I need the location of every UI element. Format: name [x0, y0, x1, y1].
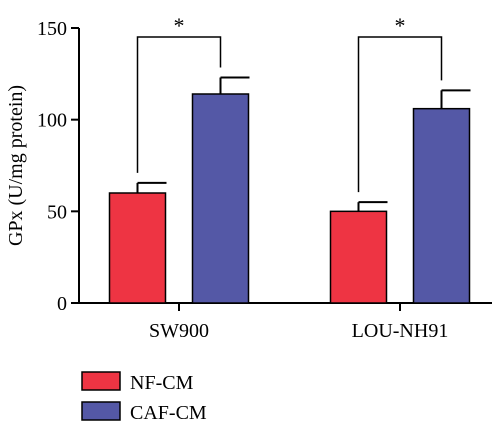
x-tick-label: SW900 — [149, 320, 209, 342]
y-tick-label: 150 — [37, 18, 67, 40]
legend-label: NF-CM — [130, 372, 194, 394]
legend-label: CAF-CM — [130, 402, 207, 424]
axes: 0 50 100 150 SW900 LOU-NH91 — [37, 18, 492, 342]
y-tick-label: 100 — [37, 110, 67, 132]
significance-brackets: * * — [136, 13, 443, 193]
legend: NF-CM CAF-CM — [81, 371, 207, 424]
bars — [108, 76, 471, 304]
y-tick-label: 0 — [57, 293, 67, 315]
bar — [329, 210, 388, 304]
bar — [191, 93, 250, 304]
bar — [108, 192, 167, 304]
significance-bracket — [357, 36, 443, 193]
y-tick-label: 50 — [47, 201, 67, 223]
significance-bracket — [136, 36, 222, 173]
bar — [412, 107, 471, 304]
y-axis-title: GPx (U/mg protein) — [5, 85, 27, 246]
x-tick-label: LOU-NH91 — [352, 320, 449, 342]
legend-swatch — [81, 401, 121, 421]
significance-label: * — [395, 13, 406, 38]
significance-label: * — [174, 13, 185, 38]
legend-swatch — [81, 371, 121, 391]
